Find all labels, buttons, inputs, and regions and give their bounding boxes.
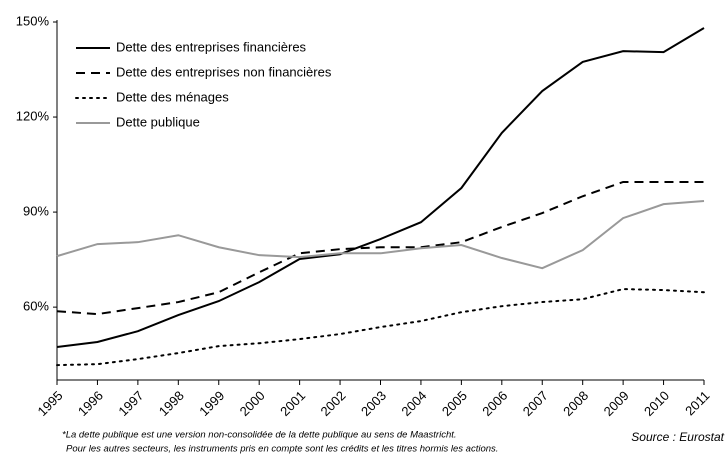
x-tick-label: 2000	[237, 388, 268, 419]
y-tick-label: 60%	[23, 299, 49, 314]
x-tick-label: 2011	[682, 388, 712, 418]
source: Source : Eurostat	[631, 430, 724, 444]
x-tick-label: 1996	[75, 388, 106, 419]
y-tick-label: 90%	[23, 204, 49, 219]
footnote: Pour les autres secteurs, les instrument…	[66, 444, 498, 454]
x-tick-label: 2009	[601, 388, 632, 419]
x-tick-label: 1998	[156, 388, 187, 419]
y-tick-label: 120%	[16, 108, 50, 123]
footnote: *La dette publique est une version non-c…	[62, 430, 457, 441]
x-tick-label: 2010	[641, 388, 672, 419]
x-tick-label: 2008	[560, 388, 591, 419]
line-series	[56, 288, 705, 367]
x-tick-label: 1999	[196, 388, 227, 419]
x-tick-label: 2002	[318, 388, 349, 419]
x-tick-label: 2005	[439, 388, 470, 419]
x-tick-label: 2001	[277, 388, 308, 419]
x-tick-label: 2004	[398, 388, 429, 419]
x-tick-label: 1995	[34, 388, 65, 419]
line-series	[56, 200, 705, 270]
x-tick-label: 2003	[358, 388, 389, 419]
legend-label: Dette publique	[116, 114, 200, 129]
legend-label: Dette des entreprises financières	[116, 39, 307, 54]
x-tick-label: 2007	[520, 388, 551, 419]
legend-label: Dette des ménages	[116, 89, 229, 104]
legend-label: Dette des entreprises non financières	[116, 64, 332, 79]
line-series	[56, 180, 704, 316]
x-tick-label: 1997	[115, 388, 146, 419]
y-tick-label: 150%	[16, 13, 50, 28]
line-series	[56, 27, 705, 349]
x-tick-label: 2006	[479, 388, 510, 419]
